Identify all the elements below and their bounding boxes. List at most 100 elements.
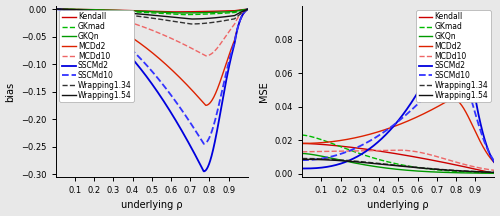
SSCMd2 [431,61,437,64]
GKQn [52,8,59,10]
Wrapping1.54 [245,8,251,10]
Line: GKQn: GKQn [56,9,248,13]
Legend: Kendall, GKmad, GKQn, MCDd2, MCDd10, SSCMd2, SSCMd10, Wrapping1.34, Wrapping1.54: Kendall, GKmad, GKQn, MCDd2, MCDd10, SSC… [416,10,490,102]
Wrapping1.34 [130,14,136,17]
SSCMd2 [384,132,390,135]
GKmad [52,8,59,10]
GKmad [203,13,209,15]
SSCMd2 [492,161,498,164]
SSCMd10 [492,160,498,163]
Kendall [377,150,383,152]
SSCMd10 [130,50,136,53]
MCDd2 [450,97,456,100]
MCDd10 [299,151,305,153]
Line: MCDd10: MCDd10 [56,9,248,56]
Kendall [52,8,59,10]
MCDd10 [52,8,59,10]
Legend: Kendall, GKmad, GKQn, MCDd2, MCDd10, SSCMd2, SSCMd10, Wrapping1.34, Wrapping1.54: Kendall, GKmad, GKQn, MCDd2, MCDd10, SSC… [60,10,134,102]
MCDd2 [72,10,78,13]
MCDd10 [202,55,208,57]
Line: Wrapping1.54: Wrapping1.54 [56,9,248,19]
Wrapping1.54 [452,169,458,172]
GKmad [377,159,383,161]
Wrapping1.34 [184,22,190,25]
Y-axis label: bias: bias [6,82,16,102]
Wrapping1.34 [245,8,251,10]
Wrapping1.54 [431,168,437,170]
GKQn [431,171,437,173]
MCDd10 [319,150,325,153]
GKmad [449,170,455,172]
SSCMd2 [206,162,212,165]
Kendall [492,172,498,175]
GKmad [299,134,305,136]
GKQn [377,166,383,168]
SSCMd2 [203,169,209,172]
Line: SSCMd2: SSCMd2 [302,18,494,168]
MCDd10 [450,160,456,162]
Kendall [72,8,78,11]
Wrapping1.34 [138,15,143,18]
SSCMd2 [184,140,190,142]
SSCMd2 [451,17,457,19]
Kendall [431,159,437,162]
Y-axis label: MSE: MSE [259,81,269,102]
Wrapping1.34 [72,9,78,11]
MCDd2 [203,104,209,107]
Kendall [168,11,174,13]
Wrapping1.54 [72,8,78,11]
MCDd2 [245,8,251,10]
SSCMd10 [319,157,325,160]
SSCMd10 [203,142,209,144]
GKQn [449,171,455,174]
GKmad [245,8,251,10]
Kendall [138,10,143,12]
MCDd10 [206,54,212,56]
MCDd2 [206,102,212,105]
GKmad [431,168,437,171]
Wrapping1.54 [449,169,455,172]
GKQn [452,172,458,174]
MCDd10 [245,8,251,10]
MCDd2 [319,141,325,144]
SSCMd10 [201,143,207,145]
MCDd2 [202,104,208,107]
Line: Wrapping1.54: Wrapping1.54 [302,159,494,172]
MCDd2 [130,37,136,40]
SSCMd10 [449,64,455,67]
Wrapping1.54 [377,163,383,165]
X-axis label: underlying ρ: underlying ρ [368,200,429,210]
GKQn [178,12,184,14]
SSCMd2 [319,166,325,169]
Line: Kendall: Kendall [302,143,494,173]
GKQn [206,11,212,14]
GKmad [138,11,143,13]
SSCMd10 [184,118,190,120]
Wrapping1.54 [184,17,190,20]
Kendall [384,151,390,154]
MCDd2 [377,130,383,133]
GKQn [138,10,143,13]
Line: SSCMd10: SSCMd10 [302,63,494,161]
Wrapping1.34 [299,157,305,160]
GKQn [130,10,136,12]
Line: GKQn: GKQn [302,153,494,173]
Line: MCDd10: MCDd10 [302,150,494,170]
Wrapping1.34 [431,168,437,170]
Line: GKmad: GKmad [302,135,494,173]
SSCMd10 [377,133,383,136]
MCDd2 [431,107,437,110]
SSCMd2 [130,59,136,61]
Wrapping1.54 [384,164,390,166]
GKmad [452,170,458,173]
MCDd10 [384,149,390,152]
Wrapping1.34 [492,171,498,174]
GKQn [299,152,305,155]
Wrapping1.34 [319,157,325,160]
SSCMd2 [72,12,78,15]
GKQn [319,155,325,157]
MCDd10 [492,169,498,172]
GKmad [130,11,136,13]
Kendall [245,8,251,10]
SSCMd10 [453,62,459,65]
